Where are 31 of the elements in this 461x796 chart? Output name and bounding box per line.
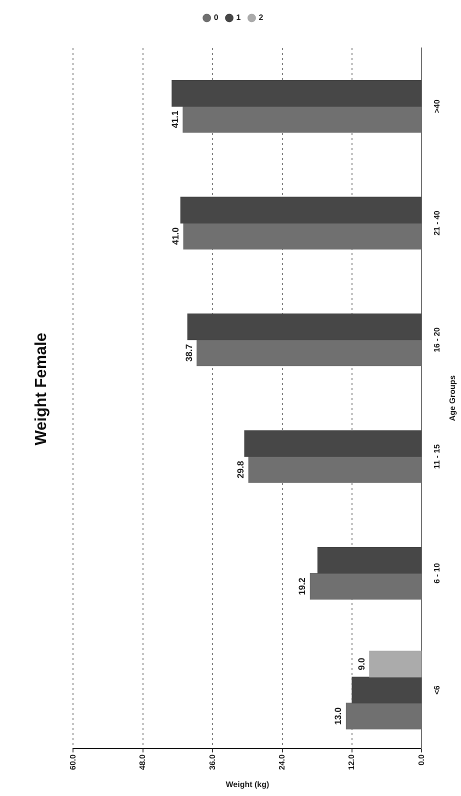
y-tick-label: <6 [432, 684, 442, 695]
legend-label: 2 [258, 13, 264, 22]
data-label: 41.1 [170, 110, 180, 128]
data-label: 29.8 [236, 460, 246, 478]
bar [172, 80, 422, 107]
bar [244, 430, 422, 457]
y-tick-label: >40 [432, 99, 442, 114]
text: Weight Female [33, 332, 50, 446]
x-tick-label: 0.0 [416, 754, 426, 766]
bar [317, 546, 422, 574]
legend-label: 0 [214, 13, 219, 22]
data-label: 9.0 [356, 658, 366, 670]
y-tick-label: 21 - 40 [432, 210, 442, 236]
bar [369, 650, 422, 678]
y-tick-label: 6 - 10 [432, 562, 442, 584]
bar [187, 314, 422, 340]
data-label: 19.2 [297, 578, 308, 596]
bar [180, 196, 422, 224]
data-label: 13.0 [333, 707, 344, 725]
y-tick-label: 16 - 20 [432, 326, 442, 352]
y-axis-title: Age Groups [448, 374, 458, 422]
x-tick-label: 24.0 [278, 754, 287, 770]
data-label: 38.7 [184, 344, 194, 362]
legend-label: 1 [236, 13, 242, 22]
x-tick-label: 48.0 [138, 754, 148, 770]
y-tick-label: 11 - 15 [432, 444, 442, 469]
x-tick-label: 12.0 [347, 754, 356, 770]
data-label: 41.0 [170, 227, 181, 245]
x-axis-title: Weight (kg) [226, 780, 270, 790]
x-tick-label: 36.0 [208, 754, 217, 770]
x-tick-label: 60.0 [68, 754, 78, 770]
